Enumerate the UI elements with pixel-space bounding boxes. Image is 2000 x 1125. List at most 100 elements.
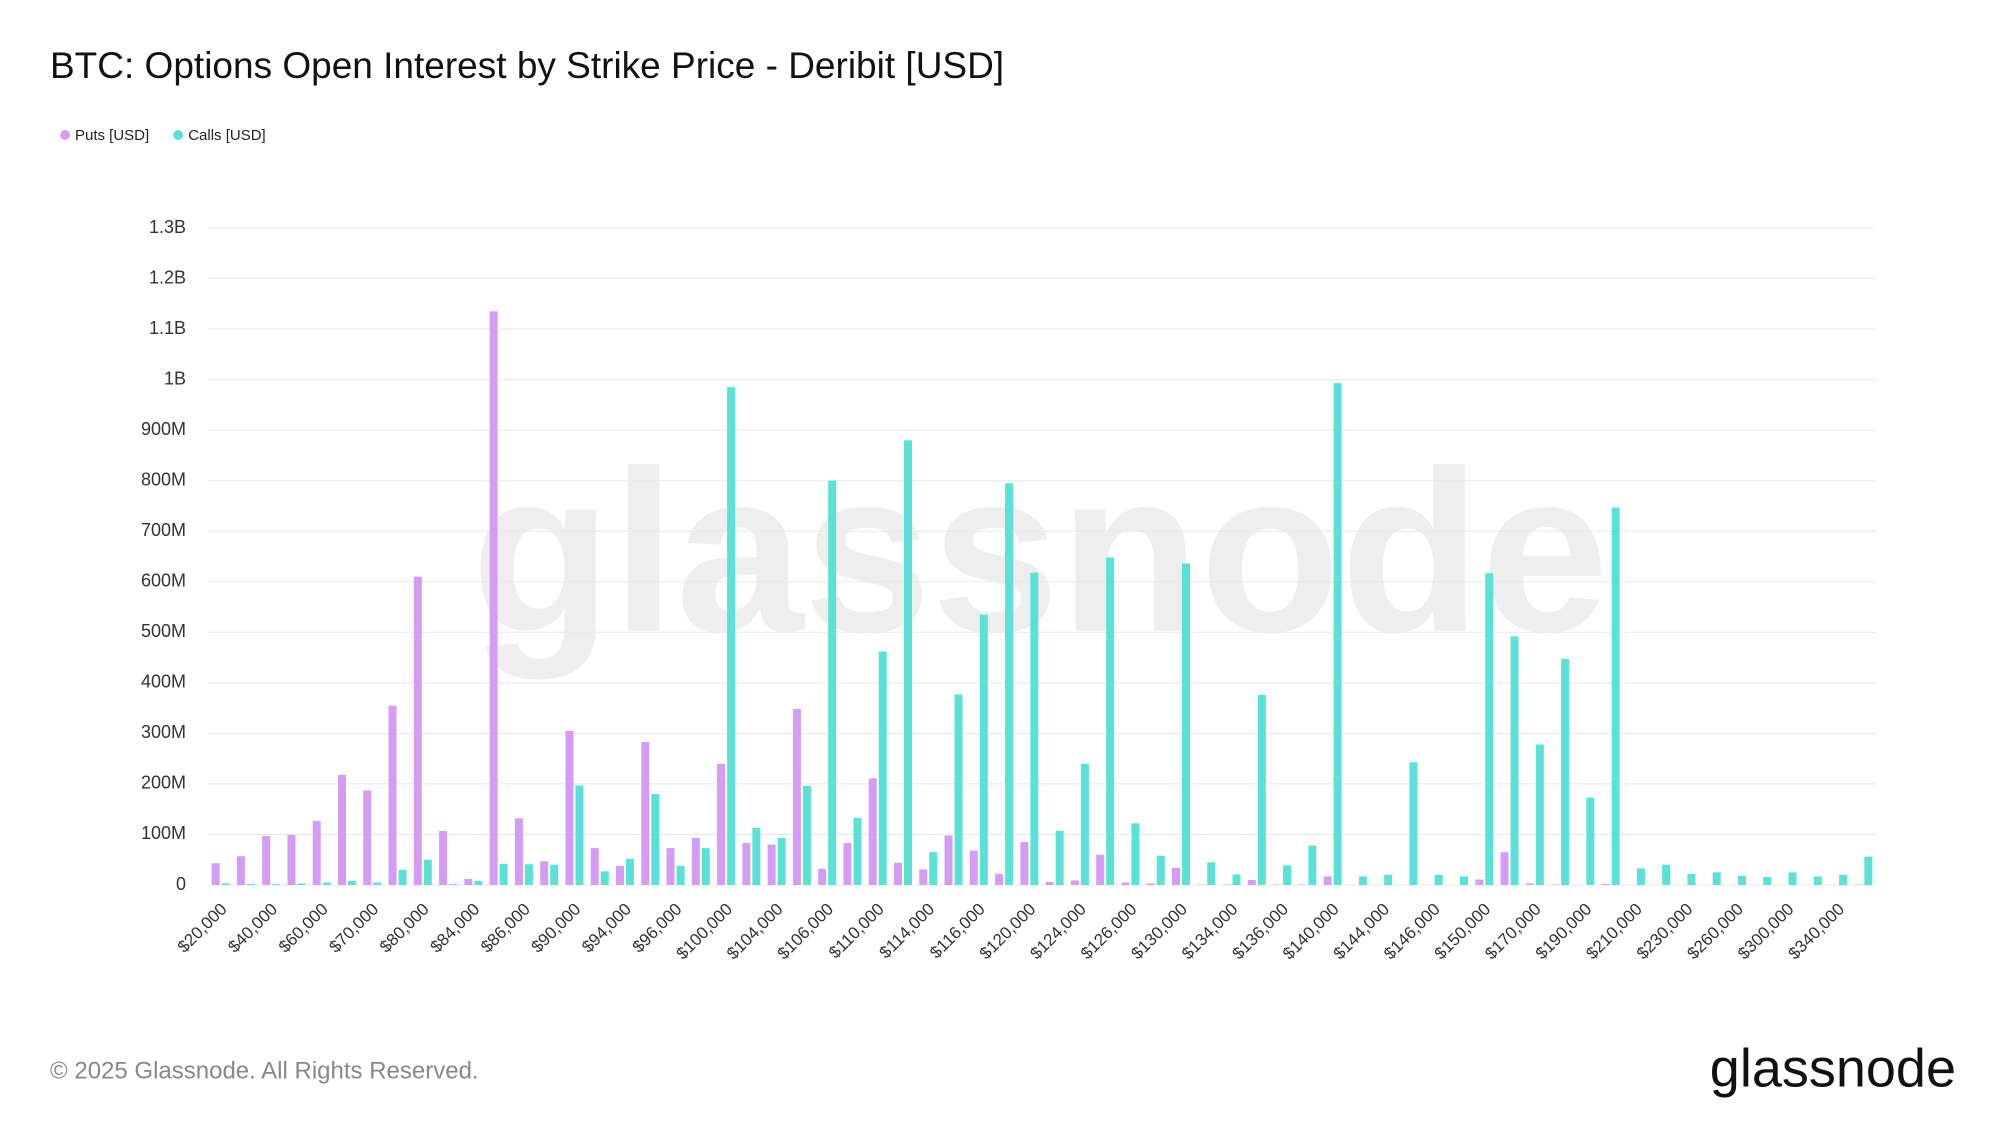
y-tick-label: 400M (141, 672, 186, 692)
bar (373, 882, 382, 885)
bar (1586, 797, 1595, 885)
y-tick-label: 800M (141, 469, 186, 489)
bar (868, 778, 877, 885)
bar (600, 871, 609, 885)
bar (666, 848, 675, 885)
bar (1712, 872, 1721, 885)
bar (1172, 867, 1180, 885)
bar (1156, 855, 1165, 885)
bar (449, 883, 458, 885)
bar (489, 311, 498, 886)
bar (246, 883, 255, 885)
y-tick-label: 600M (141, 571, 186, 591)
bar (413, 576, 422, 885)
bar (1207, 862, 1216, 885)
bar (287, 834, 296, 885)
bar (616, 865, 624, 885)
y-tick-label: 700M (141, 520, 186, 540)
bar (499, 863, 508, 885)
legend-label: Puts [USD] (75, 127, 149, 144)
y-tick-label: 900M (141, 419, 186, 439)
bar (1005, 483, 1014, 885)
bar (565, 730, 574, 885)
bar (626, 858, 634, 885)
y-tick-label: 100M (141, 823, 186, 843)
bar (792, 709, 801, 885)
bar (1045, 881, 1054, 885)
footer: © 2025 Glassnode. All Rights Reserved. (50, 1057, 479, 1084)
bar (1636, 868, 1645, 885)
bar (211, 863, 220, 885)
bar (651, 794, 660, 885)
bar (1020, 842, 1029, 885)
bar (919, 869, 928, 885)
y-tick-label: 0 (176, 874, 186, 894)
bar (1197, 884, 1206, 885)
bar (1409, 762, 1418, 885)
bar (1080, 763, 1089, 885)
bar (590, 848, 599, 885)
bar (1247, 879, 1256, 885)
bar (1662, 864, 1671, 885)
bar (1070, 880, 1079, 885)
bar (767, 844, 776, 885)
bar (904, 440, 912, 885)
bar (398, 869, 407, 885)
bar (969, 850, 978, 885)
bar (1561, 659, 1570, 885)
bar (575, 785, 584, 885)
bar (297, 883, 306, 885)
bar (363, 790, 372, 885)
bar (843, 843, 852, 885)
bar (818, 868, 827, 885)
bar (676, 865, 685, 885)
bar (388, 705, 397, 885)
bar (701, 848, 710, 885)
watermark: glassnode (471, 423, 1609, 680)
bar (742, 843, 751, 885)
bar (954, 694, 963, 885)
y-tick-label: 1.1B (149, 318, 186, 338)
bar (1257, 694, 1266, 885)
y-tick-label: 500M (141, 621, 186, 641)
bar (1763, 876, 1772, 885)
bar (1182, 563, 1190, 885)
chart-title: BTC: Options Open Interest by Strike Pri… (50, 45, 1004, 86)
bar (1551, 884, 1560, 885)
bar (1232, 874, 1241, 885)
bar (944, 835, 953, 885)
bar (853, 817, 862, 885)
y-tick-label: 1.2B (149, 267, 186, 287)
bar (262, 835, 271, 885)
bar (1358, 876, 1367, 885)
bar (524, 864, 533, 885)
bar (221, 883, 230, 885)
bar (929, 852, 938, 885)
bar (272, 883, 281, 885)
bar (1096, 854, 1105, 885)
bar (474, 880, 483, 885)
bar (1738, 875, 1746, 885)
bar (894, 862, 902, 885)
bar (1475, 879, 1484, 885)
bar (348, 880, 356, 885)
bar (1434, 874, 1443, 885)
bar (1788, 872, 1797, 885)
bar (777, 837, 786, 885)
bar (423, 859, 432, 885)
bar (439, 830, 448, 885)
bar (1510, 636, 1519, 885)
bar (1864, 856, 1873, 885)
bar (979, 614, 988, 885)
bar (550, 864, 559, 885)
legend-marker (173, 130, 184, 140)
bar (1298, 884, 1307, 885)
bar (1687, 873, 1696, 885)
bar (878, 651, 887, 885)
bar (1601, 883, 1610, 885)
legend-marker (60, 130, 70, 140)
bar (1106, 557, 1115, 885)
bar (752, 827, 761, 885)
